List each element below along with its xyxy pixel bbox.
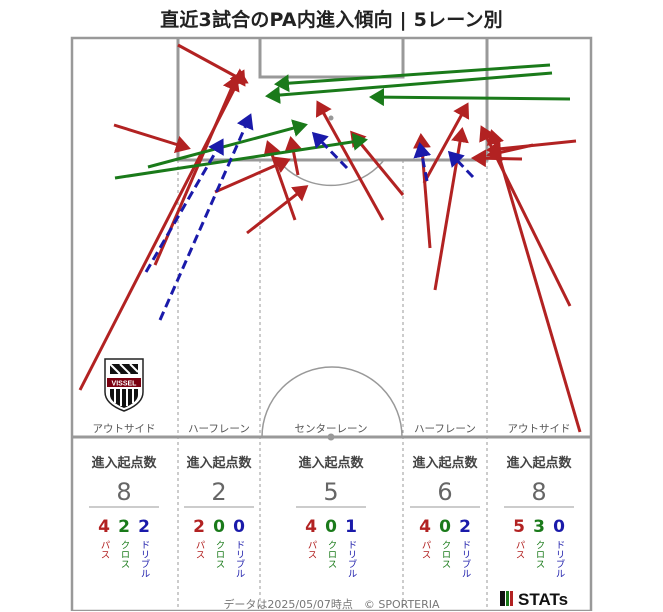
stat-cross-caption: クロス	[119, 540, 130, 569]
goal-area	[258, 38, 405, 79]
stat-cross-count: 3	[533, 517, 545, 537]
stat-total: 6	[437, 478, 452, 506]
stat-total: 8	[116, 478, 131, 506]
penalty-arc	[277, 159, 385, 187]
stat-pass-count: 5	[513, 517, 525, 537]
lane-label-halfspace-right: ハーフレーン	[414, 423, 476, 435]
lane-stat-block: 進入起点数 22 パス 0 クロス 0 ドリブル	[184, 455, 254, 578]
cross-arrow	[147, 119, 308, 169]
pass-arrow	[422, 102, 470, 184]
lane-stat-block: 進入起点数 64 パス 0 クロス 2 ドリブル	[410, 455, 480, 578]
lane-stat-block: 進入起点数 84 パス 2 クロス 2 ドリブル	[89, 455, 159, 578]
stat-heading: 進入起点数	[412, 455, 478, 471]
stat-dribble-caption: ドリブル	[139, 540, 151, 578]
cross-arrow	[265, 71, 553, 105]
chart-title: 直近3試合のPA内進入傾向 | 5レーン別	[160, 9, 503, 31]
stat-dribble-count: 0	[233, 517, 245, 537]
stat-cross-count: 0	[325, 517, 337, 537]
stat-total: 8	[531, 478, 546, 506]
stat-pass-count: 4	[305, 517, 317, 537]
stat-pass-caption: パス	[514, 540, 526, 559]
pass-arrow	[113, 123, 191, 154]
stat-pass-count: 2	[193, 517, 205, 537]
pass-arrow	[486, 129, 582, 433]
pass-arrow	[315, 100, 385, 221]
pass-arrow	[246, 185, 309, 235]
stat-cross-count: 0	[439, 517, 451, 537]
dribble-arrow	[413, 142, 432, 182]
stat-pass-caption: パス	[306, 540, 318, 559]
footer-note: データは2025/05/07時点 © SPORTERIA	[223, 598, 440, 611]
stat-total: 2	[211, 478, 226, 506]
center-circle	[261, 366, 403, 438]
stat-dribble-caption: ドリブル	[554, 540, 566, 578]
lane-label-outside-right: アウトサイド	[508, 423, 571, 435]
stat-cross-count: 2	[118, 517, 130, 537]
stat-dribble-caption: ドリブル	[346, 540, 358, 578]
penalty-spot	[328, 115, 334, 121]
lane-stat-block: 進入起点数 54 パス 0 クロス 1 ドリブル	[296, 455, 366, 578]
lane-label-center: センターレーン	[295, 423, 368, 435]
brand-bar-icon	[510, 591, 513, 606]
stat-cross-count: 0	[213, 517, 225, 537]
stat-cross-caption: クロス	[326, 540, 337, 569]
entry-arrows	[78, 43, 582, 433]
dribble-arrow	[311, 131, 349, 170]
pass-arrow	[263, 140, 297, 221]
stat-dribble-caption: ドリブル	[460, 540, 472, 578]
lane-label-outside-left: アウトサイド	[93, 423, 156, 435]
dribble-arrow	[158, 113, 254, 321]
stat-dribble-count: 2	[459, 517, 471, 537]
stat-dribble-count: 2	[138, 517, 150, 537]
lane-stats: 進入起点数84パス2クロス2ドリブル進入起点数22パス0クロス0ドリブル進入起点…	[89, 455, 574, 578]
stat-dribble-count: 0	[553, 517, 565, 537]
pass-arrow	[177, 43, 249, 85]
brand-text: STATs	[518, 590, 569, 609]
stat-pass-caption: パス	[99, 540, 111, 559]
stat-cross-caption: クロス	[214, 540, 225, 569]
stat-heading: 進入起点数	[506, 455, 572, 471]
lane-stat-block: 進入起点数 85 パス 3 クロス 0 ドリブル	[504, 455, 574, 578]
badge-text: VISSEL	[112, 381, 138, 388]
pass-arrow	[284, 136, 303, 176]
club-badge: VISSEL	[104, 358, 144, 412]
brand-bar-icon	[506, 591, 509, 606]
pass-arrow	[471, 149, 523, 168]
cross-arrow	[369, 88, 571, 107]
center-spot	[327, 433, 335, 441]
cross-arrow	[274, 63, 551, 93]
lane-label-halfspace-left: ハーフレーン	[188, 423, 250, 435]
stat-heading: 進入起点数	[186, 455, 252, 471]
stat-heading: 進入起点数	[298, 455, 364, 471]
stat-total: 5	[323, 478, 338, 506]
stat-cross-caption: クロス	[534, 540, 545, 569]
stat-heading: 進入起点数	[91, 455, 157, 471]
stat-dribble-count: 1	[345, 517, 357, 537]
dribble-arrow	[144, 138, 224, 273]
stat-cross-caption: クロス	[440, 540, 451, 569]
stat-pass-caption: パス	[420, 540, 432, 559]
pass-arrow	[486, 143, 534, 162]
stat-pass-caption: パス	[194, 540, 206, 559]
dribble-arrow	[447, 150, 475, 179]
brand-bar-icon	[500, 591, 505, 606]
stat-pass-count: 4	[98, 517, 110, 537]
stat-pass-count: 4	[419, 517, 431, 537]
stat-dribble-caption: ドリブル	[234, 540, 246, 578]
pitch-outline	[70, 36, 593, 611]
brand-logo: STATs	[500, 590, 568, 610]
